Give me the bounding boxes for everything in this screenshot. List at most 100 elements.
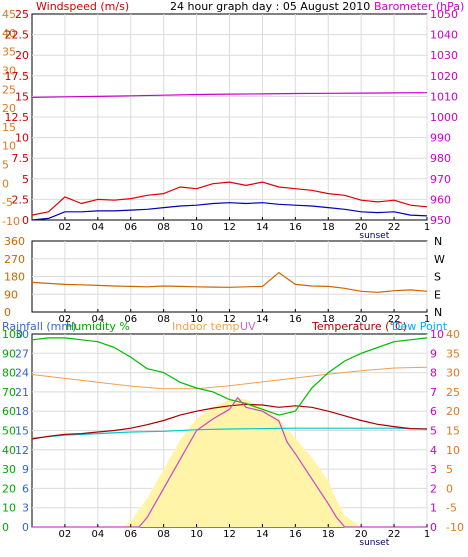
- temperature-axis-tick-label: 10: [446, 444, 460, 457]
- temperature-axis-tick-label: -5: [446, 502, 457, 515]
- humidity-line: [31, 337, 428, 416]
- humidity-axis-tick-label: 20: [2, 482, 16, 495]
- direction-panel-x-tick-label: 06: [124, 314, 137, 325]
- direction-panel-x-tick-label: 1: [424, 314, 430, 325]
- wind-panel-x-tick-label: 22: [388, 222, 401, 233]
- uv-axis-tick-label: 3: [430, 463, 437, 476]
- uv-axis-tick-label: 10: [430, 328, 444, 341]
- barometer-axis-tick-label: 1040: [430, 29, 458, 42]
- solar-radiation-area: [32, 397, 427, 527]
- windspeed-axis-tick-label: 15: [15, 90, 29, 103]
- rainfall-axis-tick-label: 15: [15, 425, 29, 438]
- temperature-axis-tick-label: -10: [446, 521, 464, 534]
- rainfall-label: Rainfall (mm): [2, 320, 76, 333]
- barometer-axis-tick-label: 990: [430, 132, 451, 145]
- windspeed-axis-tick-label: 5: [22, 173, 29, 186]
- wind-panel-x-tick-label: 1: [424, 222, 430, 233]
- rain-panel-x-tick-label: 1: [424, 529, 430, 540]
- temperature-axis-tick-label: 0: [446, 482, 453, 495]
- rainfall-axis-tick-label: 12: [15, 444, 29, 457]
- direction-panel-x-tick-label: 18: [322, 314, 335, 325]
- temp-scale-axis-tick-label: 25: [2, 83, 16, 96]
- barometer-axis-tick-label: 980: [430, 152, 451, 165]
- humidity-axis-tick-label: 100: [2, 328, 23, 341]
- direction-axis-tick-label: 360: [4, 235, 25, 248]
- windspeed-axis-tick-label: 12.5: [5, 111, 30, 124]
- barometer-axis-tick-label: 960: [430, 193, 451, 206]
- compass-axis-tick-label: S: [434, 271, 441, 284]
- rainfall-axis-tick-label: 27: [15, 347, 29, 360]
- direction-panel-x-tick-label: 08: [157, 314, 170, 325]
- windspeed-axis-tick-label: 2.5: [12, 193, 30, 206]
- wind-direction-line: [31, 272, 428, 293]
- wind-panel-x-tick-label: 20: [355, 222, 368, 233]
- rainfall-axis-tick-label: 18: [15, 405, 29, 418]
- uv-axis-tick-label: 1: [430, 502, 437, 515]
- temp-scale-axis-tick-label: 15: [2, 121, 16, 134]
- barometer-axis-tick-label: 1000: [430, 111, 458, 124]
- rain-panel-x-tick-label: 12: [223, 529, 236, 540]
- temp-scale-axis-tick-label: 0: [2, 177, 9, 190]
- windspeed-axis-tick-label: 7.5: [12, 152, 30, 165]
- temperature-axis-tick-label: 30: [446, 367, 460, 380]
- uv-axis-tick-label: 5: [430, 425, 437, 438]
- compass-axis-tick-label: W: [434, 253, 445, 266]
- windspeed-axis-tick-label: 0: [22, 214, 29, 227]
- title-dash: ---: [344, 0, 356, 13]
- wind-panel-x-tick-label: 06: [124, 222, 137, 233]
- wind-panel-x-tick-label: 10: [190, 222, 203, 233]
- direction-panel-x-tick-label: 10: [190, 314, 203, 325]
- wind-panel-x-tick-label: 04: [91, 222, 104, 233]
- temp-scale-axis-tick-label: -5: [2, 196, 13, 209]
- temperature-line: [31, 403, 428, 440]
- windspeed-axis-tick-label: 20: [15, 49, 29, 62]
- rain-panel-x-tick-label: 10: [190, 529, 203, 540]
- windspeed-line: [31, 181, 428, 216]
- direction-axis-tick-label: 90: [4, 288, 18, 301]
- rainfall-axis-tick-label: 9: [22, 463, 29, 476]
- rainfall-axis-tick-label: 6: [22, 482, 29, 495]
- barometer-axis-tick-label: 970: [430, 173, 451, 186]
- temp-scale-axis-tick-label: 35: [2, 46, 16, 59]
- temperature-axis-tick-label: 5: [446, 463, 453, 476]
- temperature-axis-tick-label: 25: [446, 386, 460, 399]
- windspeed-axis-tick-label: 22.5: [5, 29, 30, 42]
- compass-axis-tick-label: E: [434, 288, 441, 301]
- rainfall-axis-tick-label: 30: [15, 328, 29, 341]
- uv-label: UV: [240, 320, 256, 333]
- direction-axis-tick-label: 180: [4, 271, 25, 284]
- uv-axis-tick-label: 2: [430, 482, 437, 495]
- uv-axis-tick-label: 6: [430, 405, 437, 418]
- windspeed-axis-tick-label: 10: [15, 132, 29, 145]
- uv-line: [32, 397, 427, 528]
- direction-panel-x-tick-label: 12: [223, 314, 236, 325]
- rainfall-axis-tick-label: 3: [22, 502, 29, 515]
- barometer-label: Barometer (hPa): [374, 0, 464, 13]
- rain-panel-x-tick-label: 14: [256, 529, 269, 540]
- compass-axis-tick-label: N: [434, 235, 442, 248]
- temp-scale-axis-tick-label: 45: [2, 8, 16, 21]
- temp-scale-axis-tick-label: 30: [2, 64, 16, 77]
- wind-panel-x-tick-label: 08: [157, 222, 170, 233]
- rain-panel-x-tick-label: 16: [289, 529, 302, 540]
- windspeed-label: Windspeed (m/s): [36, 0, 129, 13]
- temp-scale-axis-tick-label: 20: [2, 102, 16, 115]
- rainfall-axis-tick-label: 0: [22, 521, 29, 534]
- rain-panel-x-tick-label: 18: [322, 529, 335, 540]
- rain-panel-x-tick-label: 20: [355, 529, 368, 540]
- humidity-axis-tick-label: 10: [2, 502, 16, 515]
- rain-panel-x-tick-label: 02: [59, 529, 72, 540]
- wind-panel-x-tick-label: 14: [256, 222, 269, 233]
- humidity-axis-tick-label: 70: [2, 386, 16, 399]
- wind-panel-x-tick-label: 18: [322, 222, 335, 233]
- humidity-axis-tick-label: 50: [2, 425, 16, 438]
- humidity-axis-tick-label: 80: [2, 367, 16, 380]
- uv-axis-tick-label: 4: [430, 444, 437, 457]
- uv-axis-tick-label: 7: [430, 386, 437, 399]
- rainfall-axis-tick-label: 21: [15, 386, 29, 399]
- temp-scale-axis-tick-label: 5: [2, 159, 9, 172]
- uv-axis-tick-label: 8: [430, 367, 437, 380]
- direction-panel-x-tick-label: 04: [91, 314, 104, 325]
- compass-axis-tick-label: N: [434, 306, 442, 319]
- humidity-axis-tick-label: 30: [2, 463, 16, 476]
